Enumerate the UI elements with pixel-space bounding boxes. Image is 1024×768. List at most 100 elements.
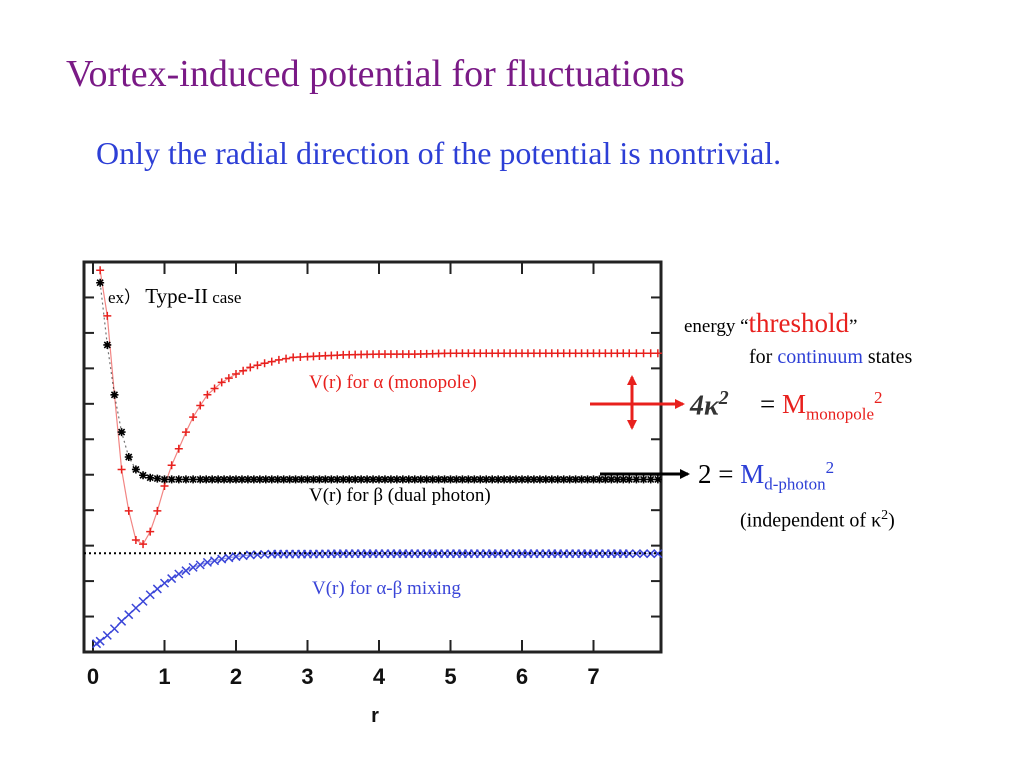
- data-point: [632, 349, 641, 358]
- plot-note: ex） Type-II case: [108, 283, 241, 309]
- data-point: [595, 475, 604, 484]
- data-point: [195, 560, 205, 570]
- x-tick-label: 2: [230, 664, 242, 689]
- data-point: [274, 355, 283, 364]
- x-tick-label: 5: [444, 664, 456, 689]
- data-point: [653, 349, 662, 358]
- data-point: [410, 475, 419, 484]
- data-point: [639, 349, 648, 358]
- data-point: [565, 475, 574, 484]
- data-point: [398, 475, 407, 484]
- series-1: [96, 278, 662, 484]
- data-point: [333, 475, 342, 484]
- data-point: [458, 475, 467, 484]
- plot-note-prefix: ex）: [108, 288, 142, 307]
- data-point: [296, 353, 305, 362]
- data-point: [103, 340, 112, 349]
- data-point: [470, 475, 479, 484]
- data-point: [639, 549, 649, 559]
- monopole-equals: =: [760, 389, 776, 419]
- kappa-formula-exp: 2: [718, 388, 729, 409]
- data-point: [446, 475, 455, 484]
- data-point: [476, 475, 485, 484]
- data-point: [220, 475, 229, 484]
- states-word: states: [867, 346, 913, 368]
- energy-suffix: ”: [849, 316, 858, 337]
- data-point: [245, 550, 255, 560]
- data-point: [327, 475, 336, 484]
- series-label-alpha: V(r) for α (monopole): [309, 372, 477, 393]
- data-point: [369, 475, 378, 484]
- data-point: [632, 475, 641, 484]
- data-point: [260, 549, 270, 559]
- data-point: [96, 266, 105, 275]
- energy-prefix: energy “: [684, 316, 749, 337]
- data-point: [488, 475, 497, 484]
- continuum-word: continuum: [777, 346, 863, 368]
- data-point: [174, 569, 184, 579]
- data-point: [279, 475, 288, 484]
- independent-note: (independent of κ2): [740, 508, 895, 533]
- data-point: [440, 475, 449, 484]
- data-point: [375, 475, 383, 484]
- data-point: [110, 390, 119, 399]
- data-point: [210, 556, 220, 566]
- data-point: [535, 475, 544, 484]
- page-subtitle: Only the radial direction of the potenti…: [96, 135, 782, 171]
- data-point: [518, 475, 526, 484]
- data-point: [124, 610, 134, 620]
- x-tick-label: 1: [158, 664, 170, 689]
- monopole-sub: monopole: [806, 404, 874, 424]
- data-point: [181, 428, 190, 437]
- threshold-word: threshold: [748, 308, 850, 338]
- data-point: [613, 475, 622, 484]
- data-point: [523, 475, 532, 484]
- page-title: Vortex-induced potential for fluctuation…: [66, 53, 685, 95]
- data-point: [160, 475, 169, 484]
- data-point: [139, 471, 148, 480]
- data-point: [95, 636, 105, 646]
- data-point: [152, 584, 162, 594]
- data-point: [285, 475, 294, 484]
- data-point: [291, 475, 300, 484]
- data-point: [404, 475, 413, 484]
- data-point: [529, 475, 538, 484]
- data-point: [428, 475, 437, 484]
- data-point: [217, 378, 226, 387]
- data-point: [249, 475, 258, 484]
- series-label-mixing: V(r) for α-β mixing: [312, 578, 461, 599]
- data-point: [345, 475, 354, 484]
- continuum-annotation: for continuum states: [749, 346, 912, 369]
- monopole-mass: = Mmonopole2: [760, 388, 883, 424]
- data-point: [109, 624, 119, 634]
- data-point: [232, 370, 240, 379]
- data-point: [267, 357, 276, 366]
- data-point: [434, 475, 443, 484]
- data-point: [351, 475, 360, 484]
- data-point: [246, 363, 255, 372]
- data-point: [625, 349, 634, 358]
- data-point: [138, 596, 148, 606]
- data-point: [124, 506, 133, 515]
- independent-sup: 2: [881, 508, 889, 523]
- data-point: [243, 475, 252, 484]
- data-point: [380, 475, 389, 484]
- data-point: [226, 475, 235, 484]
- data-point: [547, 475, 556, 484]
- data-point: [146, 473, 155, 482]
- data-point: [416, 475, 425, 484]
- data-point: [583, 475, 592, 484]
- series-2: [92, 549, 663, 649]
- x-tick-label: 4: [373, 664, 386, 689]
- data-point: [167, 574, 177, 584]
- data-point: [196, 401, 205, 410]
- monopole-sup: 2: [874, 388, 883, 407]
- data-point: [422, 475, 431, 484]
- data-point: [255, 475, 264, 484]
- data-point: [181, 475, 190, 484]
- data-point: [252, 550, 262, 560]
- data-point: [601, 475, 610, 484]
- data-point: [577, 475, 586, 484]
- series-0: [96, 266, 662, 549]
